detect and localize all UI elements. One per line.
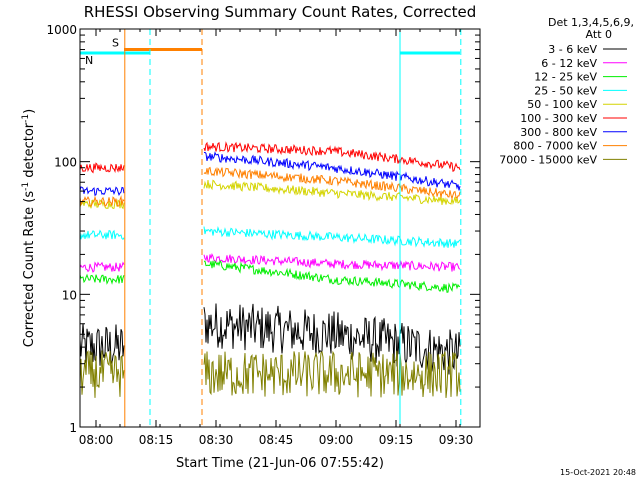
legend-label-2: 12 - 25 keV [534,71,597,84]
series-line-seg2-5 [203,141,461,172]
series-line-seg2-8 [203,350,461,398]
series-line-seg1-3 [79,229,125,241]
axis-ticks: 08:00 08:15 08:30 08:45 09:00 09:15 09:30 1 10 10… [46,23,481,447]
timestamp: 15-Oct-2021 20:48 [560,468,636,477]
x-tick-label-2: 08:30 [199,433,234,447]
flag-bars: SN [80,37,460,67]
plot-frame [79,28,481,428]
series-line-seg1-5 [79,162,125,174]
x-tick-label-5: 09:15 [379,433,414,447]
chart-title: RHESSI Observing Summary Count Rates, Co… [84,3,477,21]
legend-label-5: 100 - 300 keV [520,112,597,125]
flag-label-N: N [85,54,93,67]
series-line-seg1-1 [79,261,125,273]
legend-label-3: 25 - 50 keV [534,84,597,97]
x-tick-label-4: 09:00 [319,433,354,447]
series-line-seg2-1 [203,252,461,272]
y-tick-label-1: 10 [62,288,77,302]
series-line-seg2-4 [203,179,461,205]
series-line-seg1-0 [79,323,125,366]
legend-header-line1: Det 1,3,4,5,6,9, [548,16,634,29]
series-line-seg1-8 [79,349,125,398]
y-tick-label-3: 1000 [46,23,77,37]
x-tick-label-6: 09:30 [439,433,474,447]
legend-header-line2: Att 0 [586,28,612,41]
series-layer [79,141,461,398]
y-tick-label-0: 1 [69,421,77,435]
legend-label-4: 50 - 100 keV [527,98,597,111]
series-line-seg1-6 [79,186,125,197]
series-line-seg1-7 [79,195,125,208]
series-line-seg2-7 [203,166,461,201]
legend-label-1: 6 - 12 keV [541,57,597,70]
y-axis-label: Corrected Count Rate (s-1 detector-1) [21,109,37,347]
vertical-markers [124,29,462,427]
series-line-seg1-2 [79,273,125,285]
series-line-seg2-6 [203,151,461,191]
legend-label-8: 7000 - 15000 keV [499,153,597,166]
series-line-seg2-2 [204,259,461,293]
flag-label-S: S [112,37,119,50]
legend-label-0: 3 - 6 keV [548,43,597,56]
x-tick-label-1: 08:15 [139,433,174,447]
x-tick-label-3: 08:45 [259,433,294,447]
legend-label-7: 800 - 7000 keV [513,140,597,153]
series-line-seg2-0 [203,303,461,375]
y-tick-label-2: 100 [54,156,77,170]
legend-label-6: 300 - 800 keV [520,126,597,139]
x-axis-label: Start Time (21-Jun-06 07:55:42) [176,456,384,471]
x-tick-label-0: 08:00 [79,433,114,447]
series-line-seg2-3 [203,226,461,248]
